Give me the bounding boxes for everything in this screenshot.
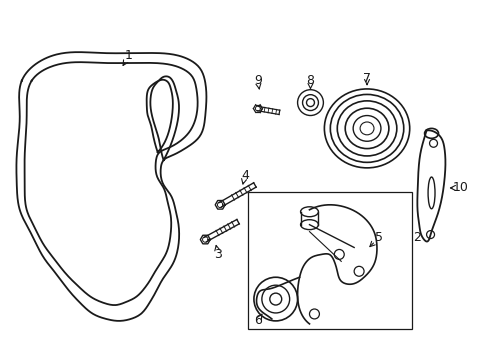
Text: 8: 8 [306, 74, 314, 87]
Text: 1: 1 [125, 49, 133, 63]
Text: 2: 2 [412, 231, 420, 244]
Text: 4: 4 [241, 168, 248, 181]
Text: 3: 3 [214, 248, 222, 261]
Text: 9: 9 [253, 74, 261, 87]
Text: 5: 5 [374, 231, 382, 244]
Text: 10: 10 [451, 181, 468, 194]
Text: 7: 7 [362, 72, 370, 85]
Bar [247, 192, 411, 329]
Text: 6: 6 [253, 314, 261, 327]
